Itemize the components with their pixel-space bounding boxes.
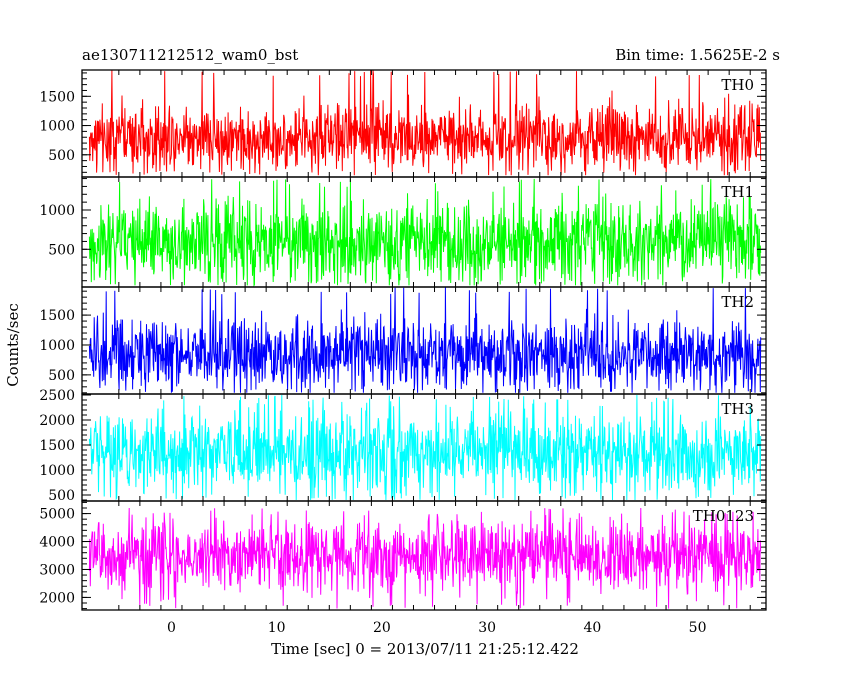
y-axis-label: Counts/sec [4,303,22,387]
y-tick-label: 1500 [39,438,75,454]
x-axis-label: Time [sec] 0 = 2013/07/11 21:25:12.422 [271,640,579,658]
panel-label-th0123: TH0123 [693,507,754,525]
y-tick-label: 2000 [39,413,75,429]
series-line-th0 [88,70,762,176]
series-line-th1 [88,178,762,287]
y-tick-label: 1000 [39,119,75,135]
panel-label-th2: TH2 [721,293,754,311]
y-tick-label: 1000 [39,463,75,479]
series-line-th2 [88,287,762,393]
panel-label-th0: TH0 [721,76,754,94]
x-tick-label: 50 [689,620,707,636]
y-tick-label: 1500 [39,308,75,324]
y-tick-label: 2000 [39,590,75,606]
panel-th0: 500 1000 1500 TH0 [39,69,767,178]
y-tick-label: 500 [48,148,75,164]
y-tick-label: 1500 [39,89,75,105]
y-tick-label: 3000 [39,562,75,578]
x-tick-label: 0 [167,620,176,636]
panel-th1: 500 1000 TH1 [39,176,767,288]
y-tick-label: 4000 [39,535,75,551]
y-tick-label: 5000 [39,507,75,523]
y-tick-label: 1000 [39,338,75,354]
x-tick-label: 10 [268,620,286,636]
x-tick-label: 20 [373,620,391,636]
panel-th2: 500 1000 1500 TH2 [39,286,767,395]
series-line-th0123 [88,507,762,609]
chart-title: ae130711212512_wam0_bst [82,46,298,64]
panel-th3: 500 1000 1500 2000 2500 TH3 [39,388,767,504]
x-axis: 0 10 20 30 40 50 [167,620,707,636]
y-tick-label: 500 [48,488,75,504]
x-tick-label: 30 [478,620,496,636]
series-line-th3 [88,394,762,501]
y-tick-label: 2500 [39,388,75,404]
panel-th0123: 2000 3000 4000 5000 TH0123 [39,500,767,611]
panel-frame [81,500,767,611]
x-tick-label: 40 [583,620,601,636]
y-tick-label: 500 [48,242,75,258]
panel-label-th1: TH1 [721,183,754,201]
y-tick-label: 1000 [39,203,75,219]
y-tick-label: 500 [48,368,75,384]
panel-label-th3: TH3 [721,400,754,418]
panels-group: 50010001500TH05001000TH150010001500TH250… [39,69,767,611]
bin-time-label: Bin time: 1.5625E-2 s [615,46,780,64]
